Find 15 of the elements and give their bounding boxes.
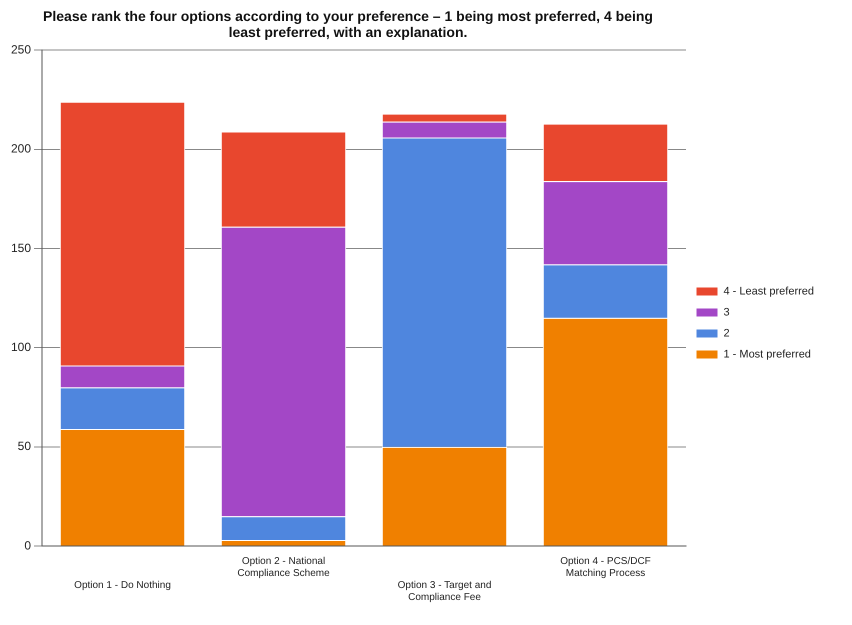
legend-label: 4 - Least preferred [724, 286, 814, 298]
y-tick-label: 100 [10, 340, 32, 354]
y-tick-label: 50 [18, 439, 32, 454]
x-tick-label: Option 3 - Target and Compliance Fee [398, 580, 492, 603]
y-tick-label: 200 [10, 142, 32, 156]
x-tick-label: Option 1 - Do Nothing [74, 580, 171, 591]
y-tick-label: 250 [10, 42, 32, 57]
legend-label: 3 [724, 306, 730, 319]
x-tick-label: Option 4 - PCS/DCF Matching Process [560, 556, 651, 579]
y-tick-label: 0 [24, 538, 32, 552]
legend-label: 2 [724, 328, 730, 340]
x-tick-label: Option 2 - National Compliance Scheme [237, 556, 330, 579]
legend-label: 1 - Most preferred [724, 348, 811, 361]
chart-title: Please rank the four options according to your preference – 1 being most preferred, 4 being least preferred, with an explanation. [42, 8, 654, 40]
y-tick-label: 150 [10, 240, 32, 255]
